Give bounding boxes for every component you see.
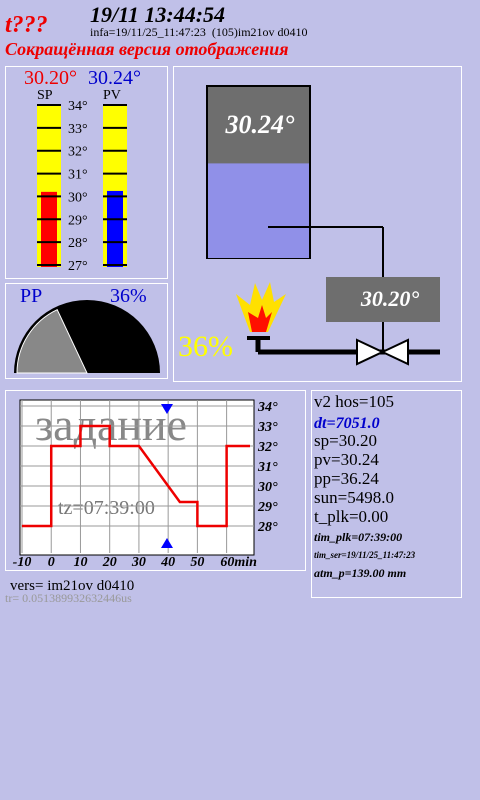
gauge-value: 36% [110,285,147,307]
profile-line [22,424,250,528]
status-line: sp=30.20 [314,431,377,450]
y-tick-label: 30° [257,480,278,495]
y-tick-label: 28° [257,520,278,535]
version: vers= im21ov d0410 [10,578,134,594]
status-line: dt=7051.0 [314,415,380,432]
status-line: t_plk=0.00 [314,507,388,526]
y-tick-label: 29° [257,500,278,515]
setpoint-label: 30.20° [360,286,420,311]
subtitle: Сокращённая версия отображения [5,39,289,59]
x-tick-label: 0 [48,555,55,570]
profile-tz: tz=07:39:00 [58,497,155,519]
x-tick-label: 20 [102,555,117,570]
status-line: pp=36.24 [314,469,379,488]
y-tick-label: 33° [257,420,278,435]
status-panel [311,390,462,598]
scale-label: 30° [68,190,88,205]
power-label: 36% [178,330,233,363]
thermo-panel [5,66,168,279]
y-tick-label: 31° [257,460,278,475]
pv-name: PV [103,88,121,103]
pv-label: 30.24° [88,67,141,89]
valve [356,338,409,366]
scale-label: 29° [68,213,88,228]
flame [236,282,286,332]
status-line: sun=5498.0 [314,488,394,507]
profile-title: задание [35,399,187,450]
y-tick-label: 32° [257,440,278,455]
sp-label: 30.20° [24,67,77,89]
scale-label: 31° [68,168,88,183]
tank-label: 30.24° [225,110,296,139]
status-line: atm_p=139.00 mm [314,566,406,580]
gauge-fill [16,308,88,374]
setpoint-box [326,277,440,322]
x-tick-label: 60min [220,555,257,570]
x-tick-label: 10 [73,555,87,570]
scale-label: 32° [68,145,88,160]
x-tick-label: 40 [160,555,175,570]
status-line: tim_plk=07:39:00 [314,530,402,544]
gauge-panel [5,283,168,379]
info: infa=19/11/25_11:47:23 (105)im21ov d0410 [90,25,308,39]
now-marker [160,538,173,548]
now-marker [160,404,173,414]
process-panel [173,66,462,382]
x-tick-label: 50 [190,555,204,570]
timing: tr= 0.051389932632446us [5,591,132,605]
flame-core [248,305,272,332]
status-line: v2 hos=105 [314,392,394,411]
y-tick-label: 34° [257,400,278,415]
gauge-name: PP [20,285,42,307]
scale-label: 27° [68,259,88,274]
scale-label: 28° [68,236,88,251]
sp-name: SP [37,88,53,103]
title: t??? [5,12,48,38]
scale-label: 34° [68,99,88,114]
x-tick-label: 30 [131,555,146,570]
tank-level [208,163,309,258]
status-line: pv=30.24 [314,450,379,469]
status-line: tim_ser=19/11/25_11:47:23 [314,550,416,560]
bar-fill [41,191,57,267]
x-tick-label: -10 [13,555,32,570]
profile-panel [5,390,306,571]
bar-fill [107,190,123,267]
datetime: 19/11 13:44:54 [90,2,225,27]
scale-label: 33° [68,122,88,137]
